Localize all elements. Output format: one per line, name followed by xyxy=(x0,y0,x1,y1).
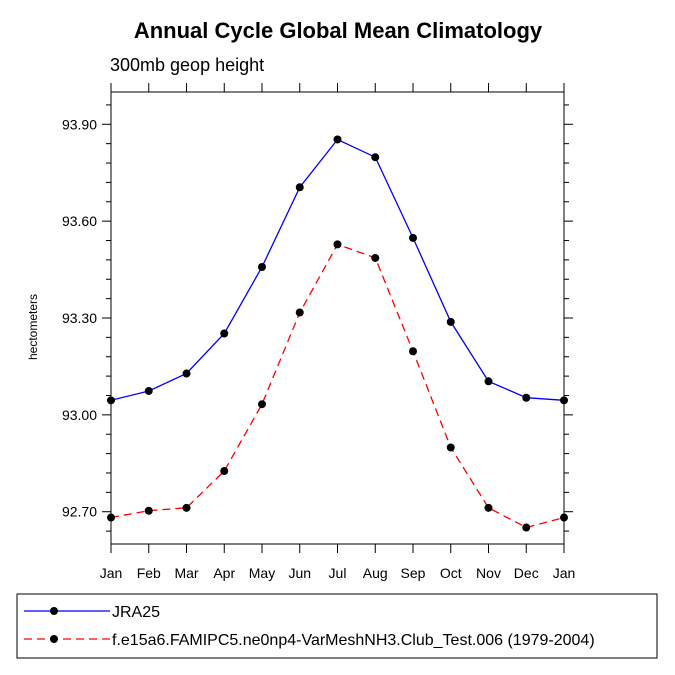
x-tick-label: Nov xyxy=(476,565,501,581)
y-tick-label: 93.00 xyxy=(62,407,97,423)
x-tick-label: Jan xyxy=(100,565,123,581)
series-2-point xyxy=(333,240,342,249)
legend-marker-2 xyxy=(50,635,58,643)
y-tick-labels: 92.70 93.00 93.30 93.60 93.90 xyxy=(62,116,97,519)
series-1-point xyxy=(182,369,191,378)
series-1-point xyxy=(295,183,304,192)
series-2-point xyxy=(484,503,493,512)
legend-label-1: JRA25 xyxy=(112,604,160,621)
x-tick-label: Aug xyxy=(363,565,388,581)
series-1-point xyxy=(446,317,455,326)
x-tick-label: Jul xyxy=(329,565,347,581)
series-2-point xyxy=(371,253,380,262)
series-1-point xyxy=(220,329,229,338)
minor-ticks xyxy=(106,104,569,532)
legend-marker-1 xyxy=(50,607,58,615)
chart-title: Annual Cycle Global Mean Climatology xyxy=(134,18,543,43)
y-tick-label: 92.70 xyxy=(62,504,97,520)
x-tick-label: Dec xyxy=(514,565,539,581)
x-tick-label: Jan xyxy=(553,565,576,581)
x-tick-label: Mar xyxy=(174,565,198,581)
series-1-point xyxy=(371,153,380,162)
plot-frame xyxy=(110,91,565,545)
series-2-point xyxy=(409,347,417,356)
y-tick-label: 93.30 xyxy=(62,310,97,326)
chart-subtitle: 300mb geop height xyxy=(110,55,264,75)
series-line-2 xyxy=(110,243,565,529)
series-1-point xyxy=(409,233,417,242)
series-layer xyxy=(107,135,568,532)
x-tick-label: Feb xyxy=(137,565,161,581)
series-2-point xyxy=(446,443,455,452)
series-1-point xyxy=(333,135,342,144)
y-tick-label: 93.60 xyxy=(62,213,97,229)
legend-items: JRA25 f.e15a6.FAMIPC5.ne0np4-VarMeshNH3.C… xyxy=(24,604,595,649)
series-1-point xyxy=(484,377,493,386)
series-2-point xyxy=(144,506,153,515)
series-1-point xyxy=(258,262,266,271)
series-1-point xyxy=(144,386,153,395)
series-2-point xyxy=(295,308,304,317)
major-ticks xyxy=(102,83,573,553)
x-tick-label: Sep xyxy=(401,565,426,581)
x-tick-label: Oct xyxy=(440,565,462,581)
series-2-point xyxy=(220,467,229,476)
legend-box xyxy=(16,593,658,659)
series-1-point xyxy=(522,393,531,402)
legend-label-2: f.e15a6.FAMIPC5.ne0np4-VarMeshNH3.Club_T… xyxy=(112,632,595,649)
series-2-point xyxy=(182,503,191,512)
x-tick-labels: Jan Feb Mar Apr May Jun Jul Aug Sep Oct Nov Dec Jan xyxy=(100,565,576,581)
y-axis-label: hectometers xyxy=(26,294,40,360)
series-2-point xyxy=(258,400,266,409)
series-2-point xyxy=(522,523,531,532)
x-tick-label: Jun xyxy=(288,565,311,581)
x-tick-label: May xyxy=(249,565,275,581)
y-tick-label: 93.90 xyxy=(62,116,97,132)
x-tick-label: Apr xyxy=(213,565,235,581)
series-line-1 xyxy=(110,138,565,401)
